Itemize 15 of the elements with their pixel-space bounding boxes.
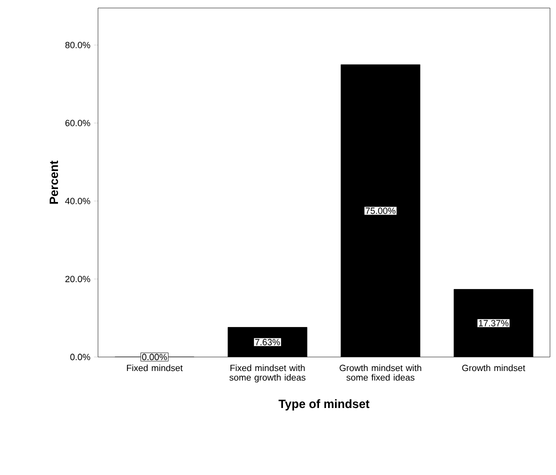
x-axis-title: Type of mindset [278, 399, 370, 410]
data-label: 17.37% [478, 320, 508, 326]
x-tick-label: Growth mindset with some fixed ideas [340, 364, 422, 381]
data-label: 75.00% [366, 208, 396, 214]
x-tick-label: Fixed mindset with some growth ideas [229, 364, 306, 382]
x-tick-label: Fixed mindset [126, 364, 183, 372]
data-label: 7.63% [255, 338, 280, 346]
data-label: 0.00% [142, 354, 167, 360]
y-tick-label: 60.0% [65, 120, 90, 126]
y-tick-label: 40.0% [65, 198, 90, 204]
y-tick-label: 20.0% [65, 276, 90, 282]
x-tick-label: Growth mindset [462, 364, 526, 372]
y-tick-label: 0.0% [70, 354, 90, 360]
y-tick-label: 80.0% [65, 42, 90, 48]
y-axis-title: Percent [50, 160, 58, 204]
